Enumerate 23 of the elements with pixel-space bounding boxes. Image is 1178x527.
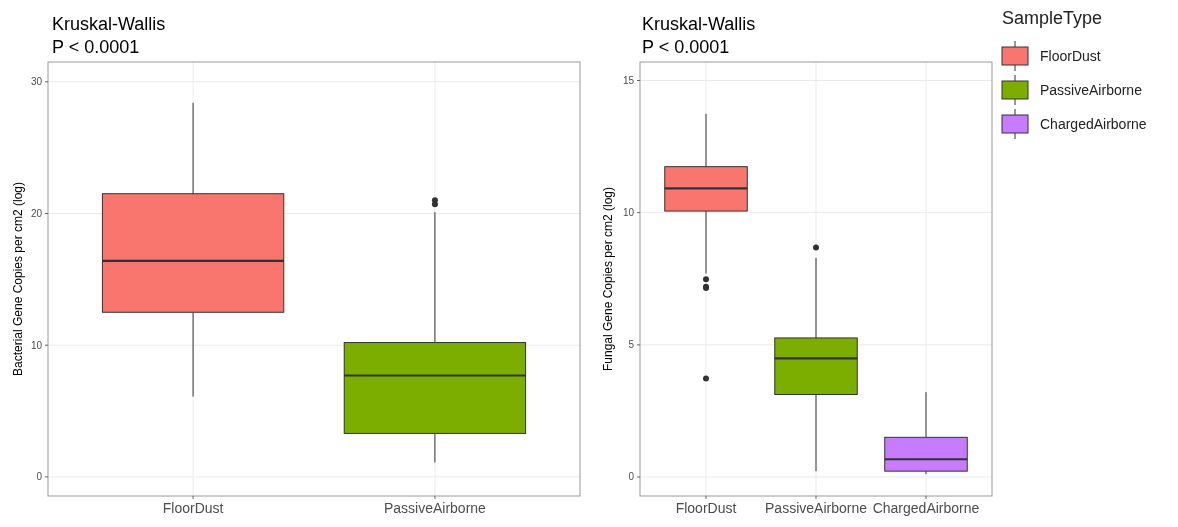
y-tick-label: 0 — [628, 471, 635, 483]
text: P < 0.0001 — [642, 37, 730, 57]
y-tick-label: 0 — [36, 471, 43, 483]
text: Kruskal-Wallis — [52, 14, 166, 34]
text: Kruskal-Wallis — [642, 14, 756, 34]
legend-title: SampleType — [1002, 8, 1103, 28]
legend-label: FloorDust — [1040, 47, 1101, 64]
x-tick-label: PassiveAirborne — [383, 500, 487, 516]
x-tick-label: ChargedAirborne — [872, 500, 980, 516]
x-tick-label: FloorDust — [675, 500, 737, 516]
legend-label: ChargedAirborne — [1040, 115, 1147, 132]
x-tick-label: PassiveAirborne — [765, 500, 868, 516]
y-tick-label: 5 — [628, 339, 635, 351]
text: P < 0.0001 — [52, 37, 140, 57]
y-tick-label: 20 — [30, 207, 43, 219]
y-tick-label: 10 — [30, 339, 43, 351]
y-tick-label: 15 — [622, 75, 635, 86]
y-tick-label: 10 — [622, 207, 635, 219]
y-tick-label: 30 — [30, 76, 43, 88]
legend-label: PassiveAirborne — [1040, 81, 1143, 98]
x-tick-label: FloorDust — [162, 500, 224, 516]
y-axis-title: Fungal Gene Copies per cm2 (log) — [601, 186, 615, 372]
y-axis-title: Bacterial Gene Copies per cm2 (log) — [11, 181, 25, 377]
